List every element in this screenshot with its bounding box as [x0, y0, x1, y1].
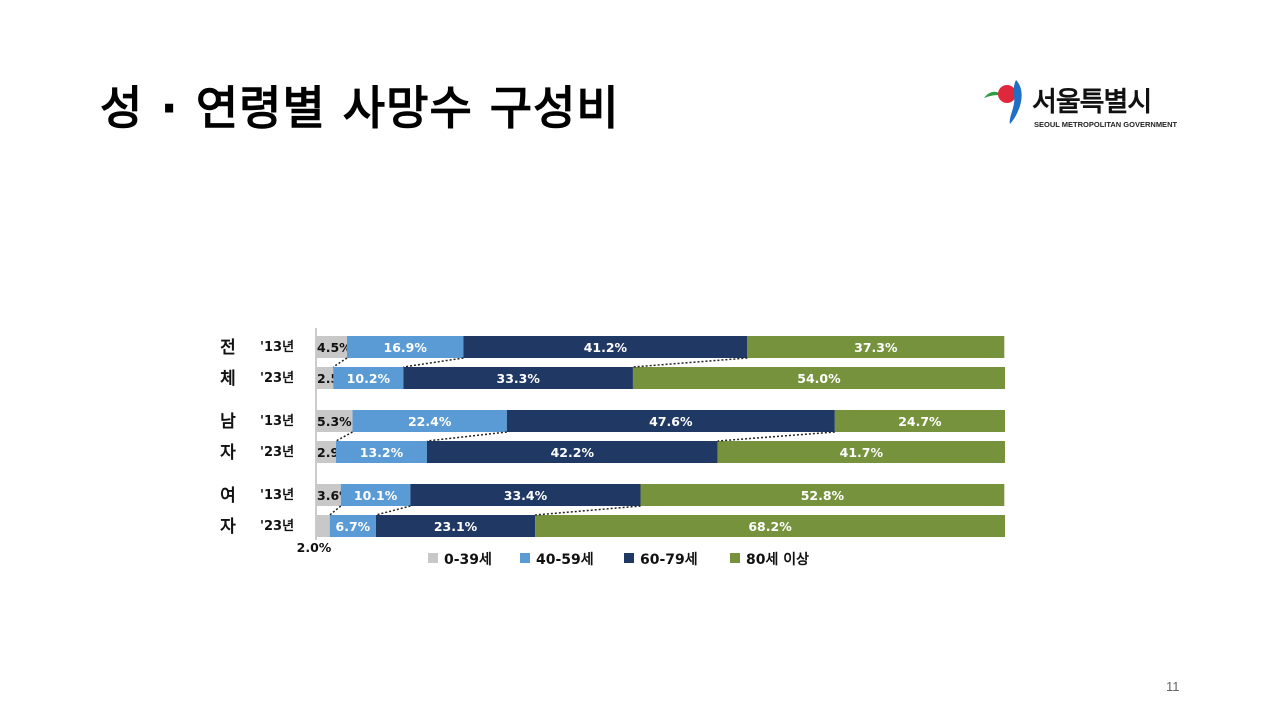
connector-line — [329, 505, 342, 516]
bar-segment — [506, 410, 835, 432]
group-label: 전 — [220, 338, 236, 358]
connector-line — [335, 431, 353, 442]
bar-data-label: 41.2% — [584, 340, 628, 355]
group-label: 여 — [220, 486, 236, 506]
legend-swatch — [428, 553, 438, 563]
bar-segment — [316, 441, 336, 463]
bar-segment — [426, 441, 718, 463]
seoul-logo: 서울특별시 SEOUL METROPOLITAN GOVERNMENT — [980, 76, 1185, 136]
group-label: 체 — [220, 369, 236, 389]
bar-segment — [410, 484, 641, 506]
bar-segment — [329, 515, 376, 537]
bar-data-label: 33.4% — [504, 488, 548, 503]
connector-line — [632, 357, 748, 368]
bar-data-label: 54.0% — [797, 371, 841, 386]
legend-label: 0-39세 — [444, 552, 492, 568]
stacked-bar-chart: 전체'13년4.5%16.9%41.2%37.3%'23년2.5%10.2%33… — [220, 328, 1005, 568]
bar-data-label: 41.7% — [840, 445, 884, 460]
bar-segment — [316, 367, 334, 389]
bar-segment — [747, 336, 1005, 358]
bar-segment — [717, 441, 1005, 463]
bar-segment — [463, 336, 748, 358]
logo-subtitle: SEOUL METROPOLITAN GOVERNMENT — [1034, 120, 1178, 129]
bar-segment — [316, 515, 330, 537]
connector-line — [403, 357, 464, 368]
bar-segment — [632, 367, 1005, 389]
connector-line — [535, 505, 641, 516]
bar-segment — [316, 410, 353, 432]
bar-data-label: 6.7% — [336, 519, 371, 534]
legend-label: 40-59세 — [536, 552, 594, 568]
bar-data-label: 42.2% — [551, 445, 595, 460]
legend-swatch — [520, 553, 530, 563]
bar-segment — [335, 441, 427, 463]
bar-data-label: 16.9% — [384, 340, 428, 355]
year-label: '13년 — [260, 414, 294, 429]
bar-data-label: 47.6% — [649, 414, 693, 429]
bar-data-label: 10.2% — [347, 371, 391, 386]
year-label: '23년 — [260, 519, 294, 534]
legend-label: 60-79세 — [640, 552, 698, 568]
connector-line — [332, 357, 348, 368]
bar-segment — [535, 515, 1005, 537]
bar-segment — [347, 336, 464, 358]
bar-data-label: 22.4% — [408, 414, 452, 429]
year-label: '13년 — [260, 488, 294, 503]
legend-label: 80세 이상 — [746, 551, 809, 568]
bar-segment — [316, 484, 341, 506]
group-label: 남 — [220, 412, 236, 432]
bar-data-label: 10.1% — [354, 488, 398, 503]
bar-segment — [316, 336, 348, 358]
bar-data-label: 13.2% — [360, 445, 404, 460]
legend-swatch — [730, 553, 740, 563]
bar-segment — [403, 367, 633, 389]
bar-segment — [333, 367, 404, 389]
year-label: '23년 — [260, 371, 294, 386]
bar-data-label: 23.1% — [434, 519, 478, 534]
bar-data-label: 5.3% — [317, 414, 352, 429]
bar-data-label: 4.5% — [317, 340, 352, 355]
bar-data-label: 24.7% — [898, 414, 942, 429]
page-number: 11 — [1166, 679, 1180, 694]
bar-segment — [640, 484, 1005, 506]
bar-data-label: 33.3% — [497, 371, 541, 386]
bar-data-label: 52.8% — [801, 488, 845, 503]
logo-name: 서울특별시 — [1032, 87, 1152, 118]
page-title: 성 · 연령별 사망수 구성비 — [100, 81, 620, 135]
connector-line — [717, 431, 835, 442]
bar-segment — [340, 484, 411, 506]
group-label: 자 — [220, 517, 236, 537]
connector-line — [426, 431, 507, 442]
bar-segment — [352, 410, 507, 432]
seoul-emblem-icon — [984, 80, 1022, 124]
bar-data-label: 2.0% — [297, 540, 332, 555]
legend-swatch — [624, 553, 634, 563]
year-label: '23년 — [260, 445, 294, 460]
bar-data-label: 68.2% — [748, 519, 792, 534]
year-label: '13년 — [260, 340, 294, 355]
group-label: 자 — [220, 443, 236, 463]
bar-segment — [834, 410, 1005, 432]
connector-line — [375, 505, 411, 516]
bar-data-label: 37.3% — [854, 340, 898, 355]
bar-segment — [375, 515, 536, 537]
